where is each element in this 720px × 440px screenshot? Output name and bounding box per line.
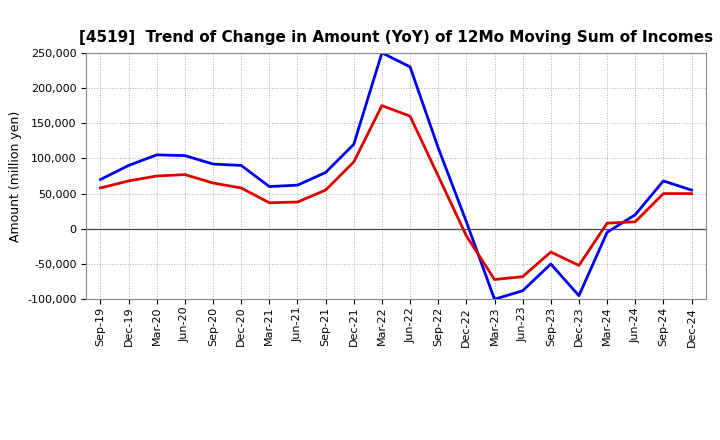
Net Income bbox=[546, 249, 555, 255]
Ordinary Income bbox=[406, 64, 415, 70]
Net Income bbox=[687, 191, 696, 196]
Net Income bbox=[434, 173, 443, 179]
Ordinary Income bbox=[237, 163, 246, 168]
Net Income bbox=[321, 187, 330, 193]
Ordinary Income bbox=[321, 170, 330, 175]
Ordinary Income bbox=[181, 153, 189, 158]
Net Income bbox=[209, 180, 217, 186]
Ordinary Income bbox=[687, 187, 696, 193]
Net Income bbox=[349, 159, 358, 165]
Net Income bbox=[125, 178, 133, 183]
Ordinary Income bbox=[349, 142, 358, 147]
Net Income bbox=[181, 172, 189, 177]
Ordinary Income bbox=[659, 178, 667, 183]
Net Income bbox=[462, 233, 471, 238]
Net Income bbox=[96, 185, 105, 191]
Net Income bbox=[293, 199, 302, 205]
Ordinary Income bbox=[546, 261, 555, 267]
Ordinary Income bbox=[575, 293, 583, 298]
Ordinary Income bbox=[153, 152, 161, 158]
Ordinary Income bbox=[490, 297, 499, 302]
Ordinary Income bbox=[631, 212, 639, 217]
Ordinary Income bbox=[603, 230, 611, 235]
Net Income bbox=[631, 219, 639, 224]
Ordinary Income bbox=[462, 219, 471, 224]
Line: Net Income: Net Income bbox=[101, 106, 691, 279]
Ordinary Income bbox=[293, 183, 302, 188]
Net Income bbox=[659, 191, 667, 196]
Net Income bbox=[406, 114, 415, 119]
Net Income bbox=[575, 263, 583, 268]
Ordinary Income bbox=[125, 163, 133, 168]
Line: Ordinary Income: Ordinary Income bbox=[101, 53, 691, 299]
Ordinary Income bbox=[434, 145, 443, 150]
Net Income bbox=[377, 103, 386, 108]
Net Income bbox=[603, 220, 611, 226]
Net Income bbox=[490, 277, 499, 282]
Ordinary Income bbox=[518, 288, 527, 293]
Ordinary Income bbox=[96, 177, 105, 182]
Net Income bbox=[518, 274, 527, 279]
Ordinary Income bbox=[209, 161, 217, 167]
Net Income bbox=[237, 185, 246, 191]
Net Income bbox=[265, 200, 274, 205]
Net Income bbox=[153, 173, 161, 179]
Ordinary Income bbox=[377, 50, 386, 55]
Ordinary Income bbox=[265, 184, 274, 189]
Y-axis label: Amount (million yen): Amount (million yen) bbox=[9, 110, 22, 242]
Title: [4519]  Trend of Change in Amount (YoY) of 12Mo Moving Sum of Incomes: [4519] Trend of Change in Amount (YoY) o… bbox=[79, 29, 713, 45]
